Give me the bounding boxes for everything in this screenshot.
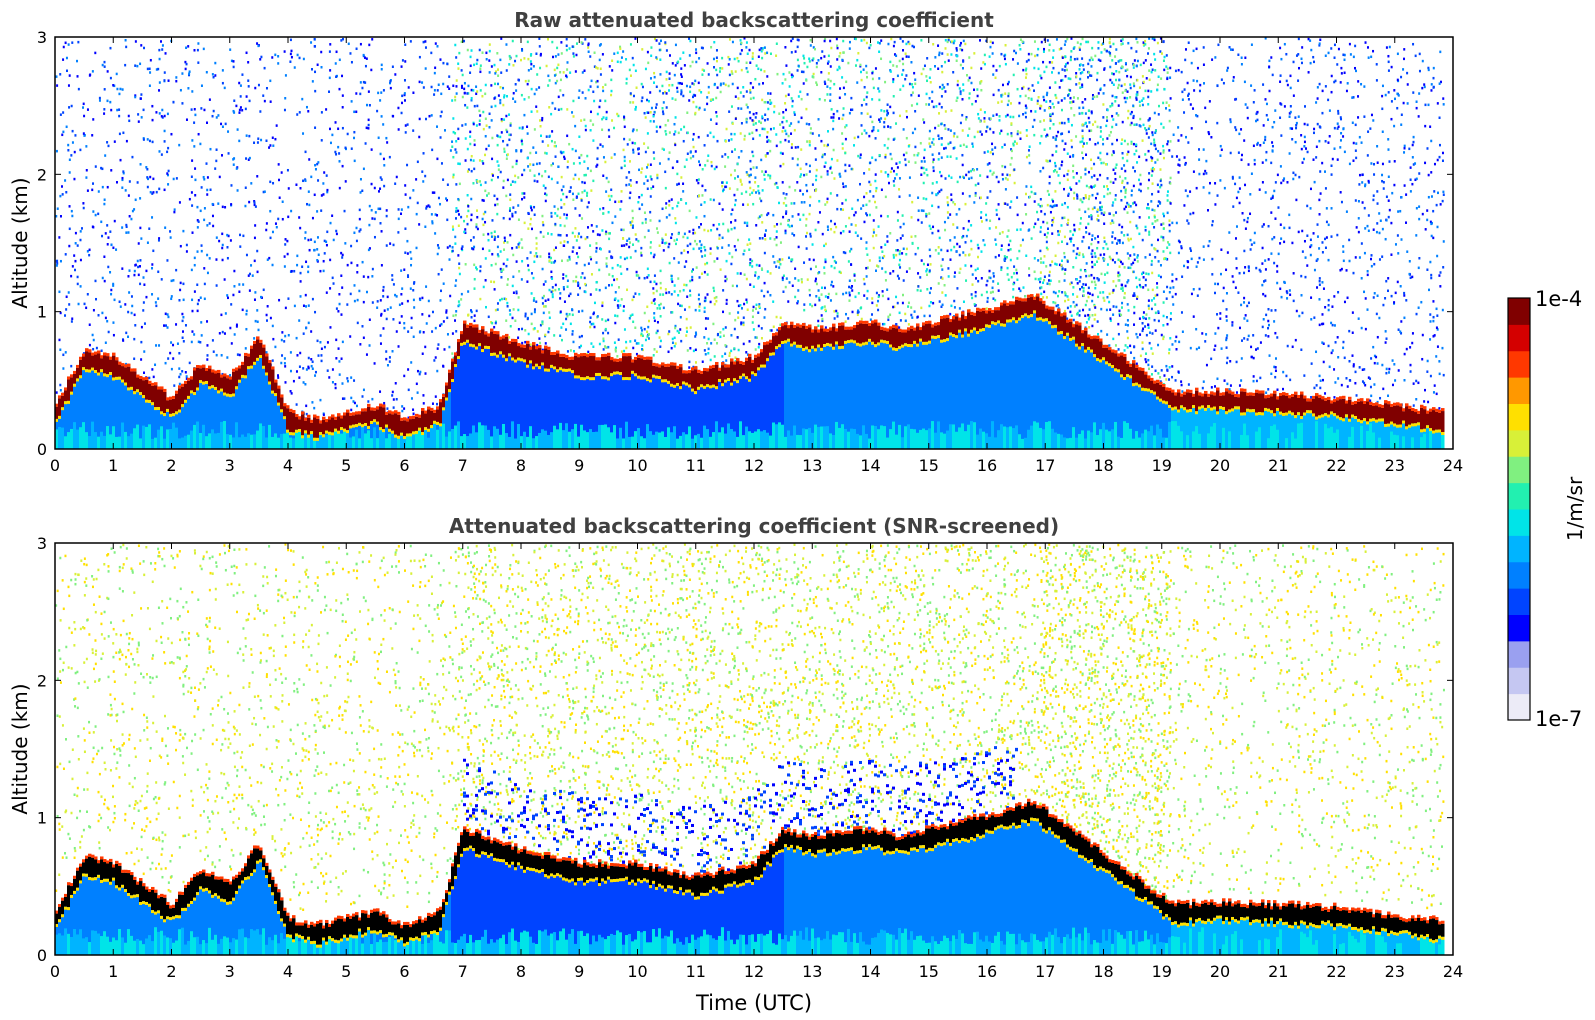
x-tick-label: 15 [919, 456, 939, 475]
x-tick-label: 10 [627, 962, 647, 981]
x-tick-label: 21 [1268, 962, 1288, 981]
x-tick-label: 13 [802, 962, 822, 981]
colorbar-unit-label: 1/m/sr [1563, 476, 1587, 541]
x-tick-label: 3 [225, 456, 235, 475]
axis-ticks: 0 1 2 3 4 5 6 7 8 9 10 11 12 13 14 15 16 17 18 19 20 21 22 23 24… [37, 534, 1463, 981]
x-tick-label: 10 [627, 456, 647, 475]
x-tick-label: 4 [283, 962, 293, 981]
colorbar-step [1508, 509, 1530, 536]
colorbar-step [1508, 456, 1530, 484]
x-tick-label: 14 [860, 962, 880, 981]
x-tick-label: 3 [225, 962, 235, 981]
colorbar-step [1508, 298, 1530, 325]
y-tick-label: 0 [37, 440, 47, 459]
colorbar-step [1508, 561, 1530, 589]
x-tick-label: 11 [686, 962, 706, 981]
x-tick-label: 15 [919, 962, 939, 981]
y-tick-label: 2 [37, 671, 47, 690]
x-tick-label: 9 [574, 456, 584, 475]
x-tick-label: 20 [1210, 962, 1230, 981]
x-tick-label: 12 [744, 962, 764, 981]
panel-raw: Raw attenuated backscattering coefficien… [8, 8, 1463, 475]
colorbar-step [1508, 614, 1530, 642]
x-tick-label: 6 [399, 456, 409, 475]
y-tick-label: 1 [37, 809, 47, 828]
x-tick-label: 21 [1268, 456, 1288, 475]
x-tick-label: 16 [977, 962, 997, 981]
heatmap-area [55, 543, 1453, 955]
x-tick-label: 8 [516, 456, 526, 475]
y-tick-label: 1 [37, 303, 47, 322]
colorbar-min-label: 1e-7 [1535, 707, 1582, 731]
colorbar-step [1508, 324, 1530, 352]
x-tick-label: 7 [458, 962, 468, 981]
x-tick-label: 2 [166, 962, 176, 981]
x-tick-label: 1 [108, 456, 118, 475]
x-tick-label: 19 [1152, 456, 1172, 475]
y-axis-label: Altitude (km) [8, 683, 32, 814]
colorbar-step [1508, 482, 1530, 510]
axis-ticks: 0 1 2 3 4 5 6 7 8 9 10 11 12 13 14 15 16 17 18 19 20 21 22 23 24… [37, 28, 1463, 475]
x-tick-label: 1 [108, 962, 118, 981]
y-tick-label: 3 [37, 534, 47, 553]
x-tick-label: 18 [1093, 456, 1113, 475]
x-tick-label: 0 [50, 962, 60, 981]
colorbar-frame [1507, 297, 1531, 721]
heatmap-area [55, 37, 1453, 449]
x-tick-label: 8 [516, 962, 526, 981]
x-tick-label: 12 [744, 456, 764, 475]
x-tick-label: 7 [458, 456, 468, 475]
x-tick-label: 6 [399, 962, 409, 981]
x-axis-label: Time (UTC) [695, 991, 812, 1015]
x-tick-label: 23 [1385, 962, 1405, 981]
x-tick-label: 5 [341, 962, 351, 981]
x-tick-label: 0 [50, 456, 60, 475]
colorbar: 1e-4 1e-7 1/m/sr [1507, 287, 1587, 731]
colorbar-step [1508, 377, 1530, 404]
x-tick-label: 9 [574, 962, 584, 981]
x-tick-label: 17 [1035, 456, 1055, 475]
x-tick-label: 2 [166, 456, 176, 475]
x-tick-label: 20 [1210, 456, 1230, 475]
x-tick-label: 22 [1326, 962, 1346, 981]
colorbar-step [1508, 535, 1530, 563]
colorbar-step [1508, 693, 1530, 721]
x-tick-label: 18 [1093, 962, 1113, 981]
x-tick-label: 13 [802, 456, 822, 475]
x-tick-label: 14 [860, 456, 880, 475]
x-tick-label: 23 [1385, 456, 1405, 475]
x-tick-label: 24 [1443, 456, 1463, 475]
colorbar-step [1508, 667, 1530, 695]
colorbar-step [1508, 588, 1530, 615]
x-tick-label: 19 [1152, 962, 1172, 981]
y-axis-label: Altitude (km) [8, 177, 32, 308]
colorbar-step [1508, 640, 1530, 668]
colorbar-step [1508, 429, 1530, 457]
y-tick-label: 2 [37, 165, 47, 184]
x-tick-label: 11 [686, 456, 706, 475]
y-tick-label: 0 [37, 946, 47, 965]
x-tick-label: 5 [341, 456, 351, 475]
colorbar-step [1508, 403, 1530, 431]
panel-snr-screened: Attenuated backscattering coefficient (S… [8, 514, 1463, 1015]
chart-title: Raw attenuated backscattering coefficien… [514, 8, 994, 32]
y-tick-label: 3 [37, 28, 47, 47]
x-tick-label: 22 [1326, 456, 1346, 475]
x-tick-label: 16 [977, 456, 997, 475]
x-tick-label: 17 [1035, 962, 1055, 981]
colorbar-step [1508, 350, 1530, 378]
colorbar-max-label: 1e-4 [1535, 287, 1582, 311]
x-tick-label: 4 [283, 456, 293, 475]
chart-title: Attenuated backscattering coefficient (S… [449, 514, 1059, 538]
x-tick-label: 24 [1443, 962, 1463, 981]
